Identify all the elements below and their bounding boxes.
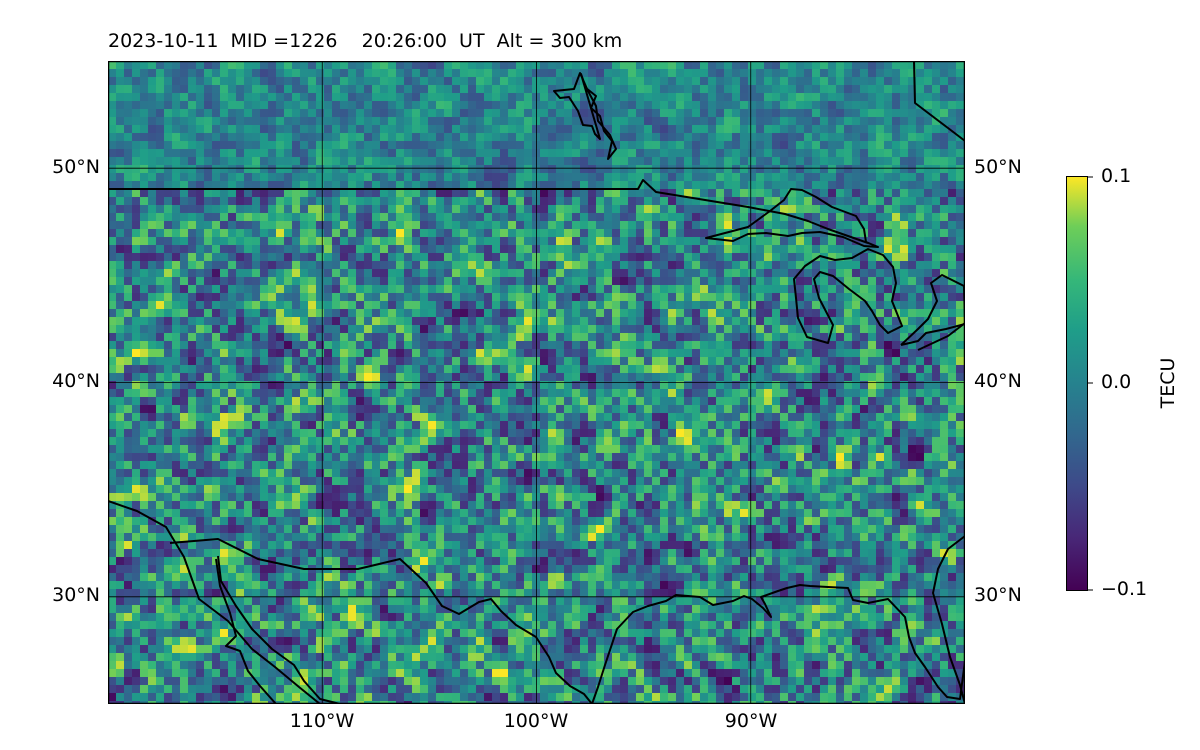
lon-label-110: 110°W	[289, 710, 355, 732]
colorbar-gradient	[1066, 176, 1088, 591]
graticule	[108, 61, 965, 704]
gulf-of-california	[217, 555, 341, 704]
title-mid: MID =1226	[230, 30, 338, 52]
tec-map	[108, 61, 965, 704]
lake-michigan	[793, 248, 903, 344]
title-time: 20:26:00 UT	[361, 30, 485, 52]
lake-superior	[705, 188, 879, 248]
map-frame	[108, 61, 965, 704]
james-bay-coast	[553, 72, 617, 160]
colorbar-tick-label-min: −0.1	[1101, 578, 1148, 600]
pacific-coast	[108, 500, 321, 704]
plot-title: 2023-10-11 MID =1226 20:26:00 UT Alt = 3…	[108, 30, 622, 52]
colorbar-tick-label-zero: 0.0	[1101, 371, 1132, 393]
title-date: 2023-10-11	[108, 30, 219, 52]
lat-label-40-left: 40°N	[52, 370, 100, 392]
baja-peninsula	[215, 558, 277, 704]
us-mexico-border	[169, 538, 593, 704]
lat-label-50-right: 50°N	[974, 156, 1022, 178]
colorbar-tick-label-max: 0.1	[1101, 165, 1132, 187]
gulf-coast	[591, 584, 965, 704]
lon-label-90: 90°W	[724, 710, 778, 732]
colorbar	[1066, 176, 1093, 591]
florida-coast	[932, 535, 965, 704]
colorbar-title: TECU	[1157, 357, 1179, 409]
lon-label-100: 100°W	[503, 710, 569, 732]
lat-label-30-left: 30°N	[52, 584, 100, 606]
coastlines-and-borders	[108, 61, 965, 704]
lake-huron-erie	[900, 274, 965, 346]
title-altitude: Alt = 300 km	[496, 30, 623, 52]
lake-erie	[917, 322, 965, 351]
lat-label-30-right: 30°N	[974, 584, 1022, 606]
us-canada-border	[108, 179, 869, 244]
lat-label-50-left: 50°N	[52, 156, 100, 178]
hudson-bay-coast	[913, 61, 965, 142]
lat-label-40-right: 40°N	[974, 370, 1022, 392]
